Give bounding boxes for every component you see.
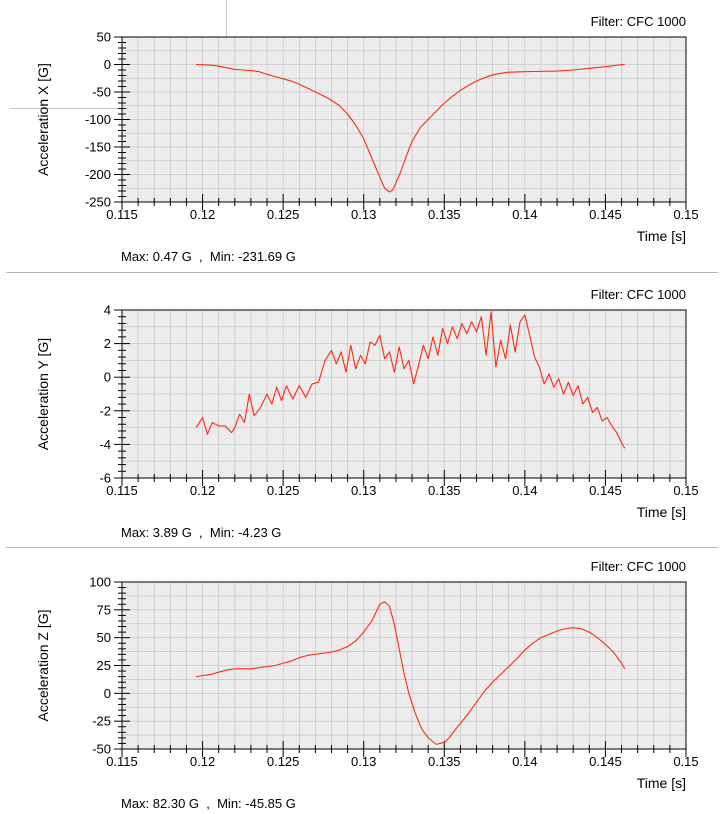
y-tick-label: -2 xyxy=(99,403,111,418)
x-tick-label: 0.145 xyxy=(589,207,622,222)
y-tick-label: -100 xyxy=(85,112,111,127)
x-tick-label: 0.115 xyxy=(106,207,138,222)
x-tick-label: 0.135 xyxy=(428,483,461,498)
x-tick-label: 0.115 xyxy=(106,754,138,769)
x-tick-label: 0.12 xyxy=(190,483,215,498)
x-tick-label: 0.125 xyxy=(267,483,300,498)
y-tick-label: 25 xyxy=(97,658,111,673)
x-tick-label: 0.14 xyxy=(512,754,537,769)
y-tick-label: -50 xyxy=(92,742,111,757)
x-axis-title: Time [s] xyxy=(637,775,686,791)
max-min-summary: Max: 3.89 G , Min: -4.23 G xyxy=(121,525,281,540)
x-tick-label: 0.125 xyxy=(267,754,300,769)
x-tick-label: 0.15 xyxy=(673,754,698,769)
y-tick-label: -50 xyxy=(92,85,111,100)
y-tick-label: 100 xyxy=(89,575,111,590)
x-axis-title: Time [s] xyxy=(637,228,686,244)
x-tick-label: 0.115 xyxy=(106,483,138,498)
x-tick-label: 0.125 xyxy=(267,207,300,222)
max-min-summary: Max: 0.47 G , Min: -231.69 G xyxy=(121,249,296,264)
x-tick-label: 0.13 xyxy=(351,754,376,769)
x-tick-label: 0.12 xyxy=(190,754,215,769)
y-axis-title: Acceleration Z [G] xyxy=(35,609,51,721)
x-tick-label: 0.12 xyxy=(190,207,215,222)
x-tick-label: 0.145 xyxy=(589,754,622,769)
filter-label: Filter: CFC 1000 xyxy=(591,559,686,574)
y-tick-label: 50 xyxy=(97,630,111,645)
y-tick-label: 2 xyxy=(104,336,111,351)
series-line xyxy=(195,311,626,449)
x-tick-label: 0.14 xyxy=(512,483,537,498)
y-tick-label: 0 xyxy=(104,57,111,72)
max-min-summary: Max: 82.30 G , Min: -45.85 G xyxy=(121,796,296,811)
x-tick-label: 0.135 xyxy=(428,754,461,769)
y-tick-label: -6 xyxy=(99,471,111,486)
filter-label: Filter: CFC 1000 xyxy=(591,14,686,29)
y-tick-label: 4 xyxy=(104,303,111,318)
y-axis-title: Acceleration X [G] xyxy=(35,63,51,176)
series-line xyxy=(196,601,626,745)
x-tick-label: 0.14 xyxy=(512,207,537,222)
y-tick-label: -150 xyxy=(85,140,111,155)
x-tick-label: 0.13 xyxy=(351,483,376,498)
y-tick-label: 75 xyxy=(97,602,111,617)
plot-frame xyxy=(121,309,687,479)
x-axis-title: Time [s] xyxy=(637,504,686,520)
panel-divider xyxy=(6,272,718,273)
x-tick-label: 0.13 xyxy=(351,207,376,222)
y-tick-label: 0 xyxy=(104,370,111,385)
y-tick-label: 0 xyxy=(104,686,111,701)
x-tick-label: 0.145 xyxy=(589,483,622,498)
y-axis-title: Acceleration Y [G] xyxy=(35,338,51,450)
x-tick-label: 0.15 xyxy=(673,207,698,222)
y-tick-label: -4 xyxy=(99,437,111,452)
y-tick-label: -25 xyxy=(92,714,111,729)
series-line xyxy=(196,63,625,193)
panel-divider xyxy=(6,547,718,548)
y-tick-label: -250 xyxy=(85,195,111,210)
y-tick-label: 50 xyxy=(97,30,111,45)
x-tick-label: 0.15 xyxy=(673,483,698,498)
y-tick-label: -200 xyxy=(85,167,111,182)
filter-label: Filter: CFC 1000 xyxy=(591,287,686,302)
x-tick-label: 0.135 xyxy=(428,207,461,222)
